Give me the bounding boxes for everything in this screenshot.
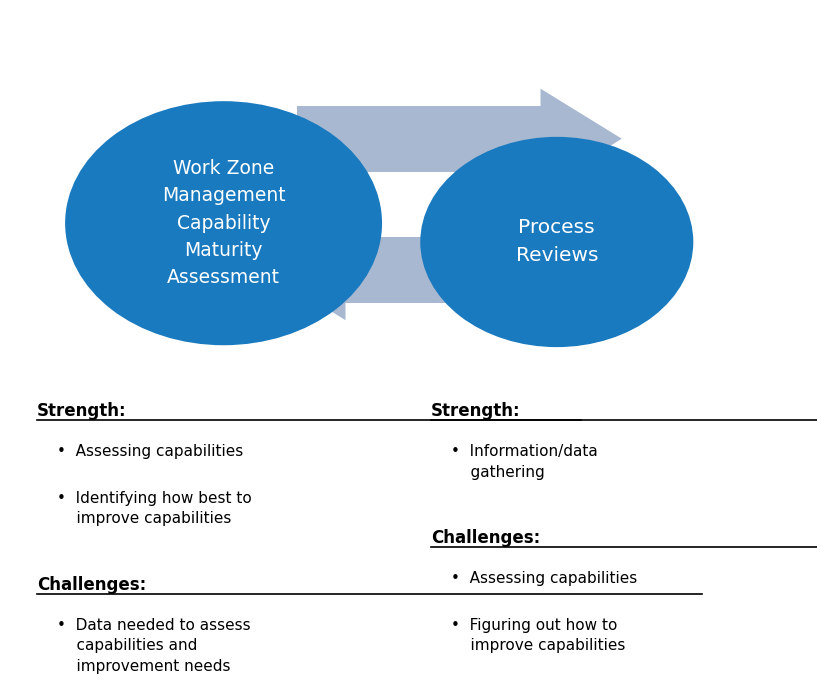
Text: •  Information/data
    gathering: • Information/data gathering	[451, 444, 598, 479]
Text: •  Figuring out how to
    improve capabilities: • Figuring out how to improve capabiliti…	[451, 618, 626, 653]
Bar	[296, 106, 540, 171]
Polygon shape	[264, 220, 346, 320]
Text: •  Identifying how best to
    improve capabilities: • Identifying how best to improve capabi…	[57, 491, 252, 526]
Bar	[346, 237, 598, 303]
Text: •  Data needed to assess
    capabilities and
    improvement needs: • Data needed to assess capabilities and…	[57, 618, 250, 674]
Text: Strength:: Strength:	[431, 402, 521, 420]
Text: Strength:: Strength:	[37, 402, 126, 420]
Text: Challenges:: Challenges:	[37, 575, 146, 594]
Circle shape	[65, 101, 382, 345]
Text: •  Assessing capabilities: • Assessing capabilities	[451, 571, 637, 586]
Circle shape	[420, 137, 693, 347]
Text: Challenges:: Challenges:	[431, 528, 540, 547]
Text: Work Zone
Management
Capability
Maturity
Assessment: Work Zone Management Capability Maturity…	[162, 159, 286, 287]
Text: Process
Reviews: Process Reviews	[516, 218, 598, 265]
Polygon shape	[540, 88, 621, 189]
Text: •  Assessing capabilities: • Assessing capabilities	[57, 444, 243, 459]
